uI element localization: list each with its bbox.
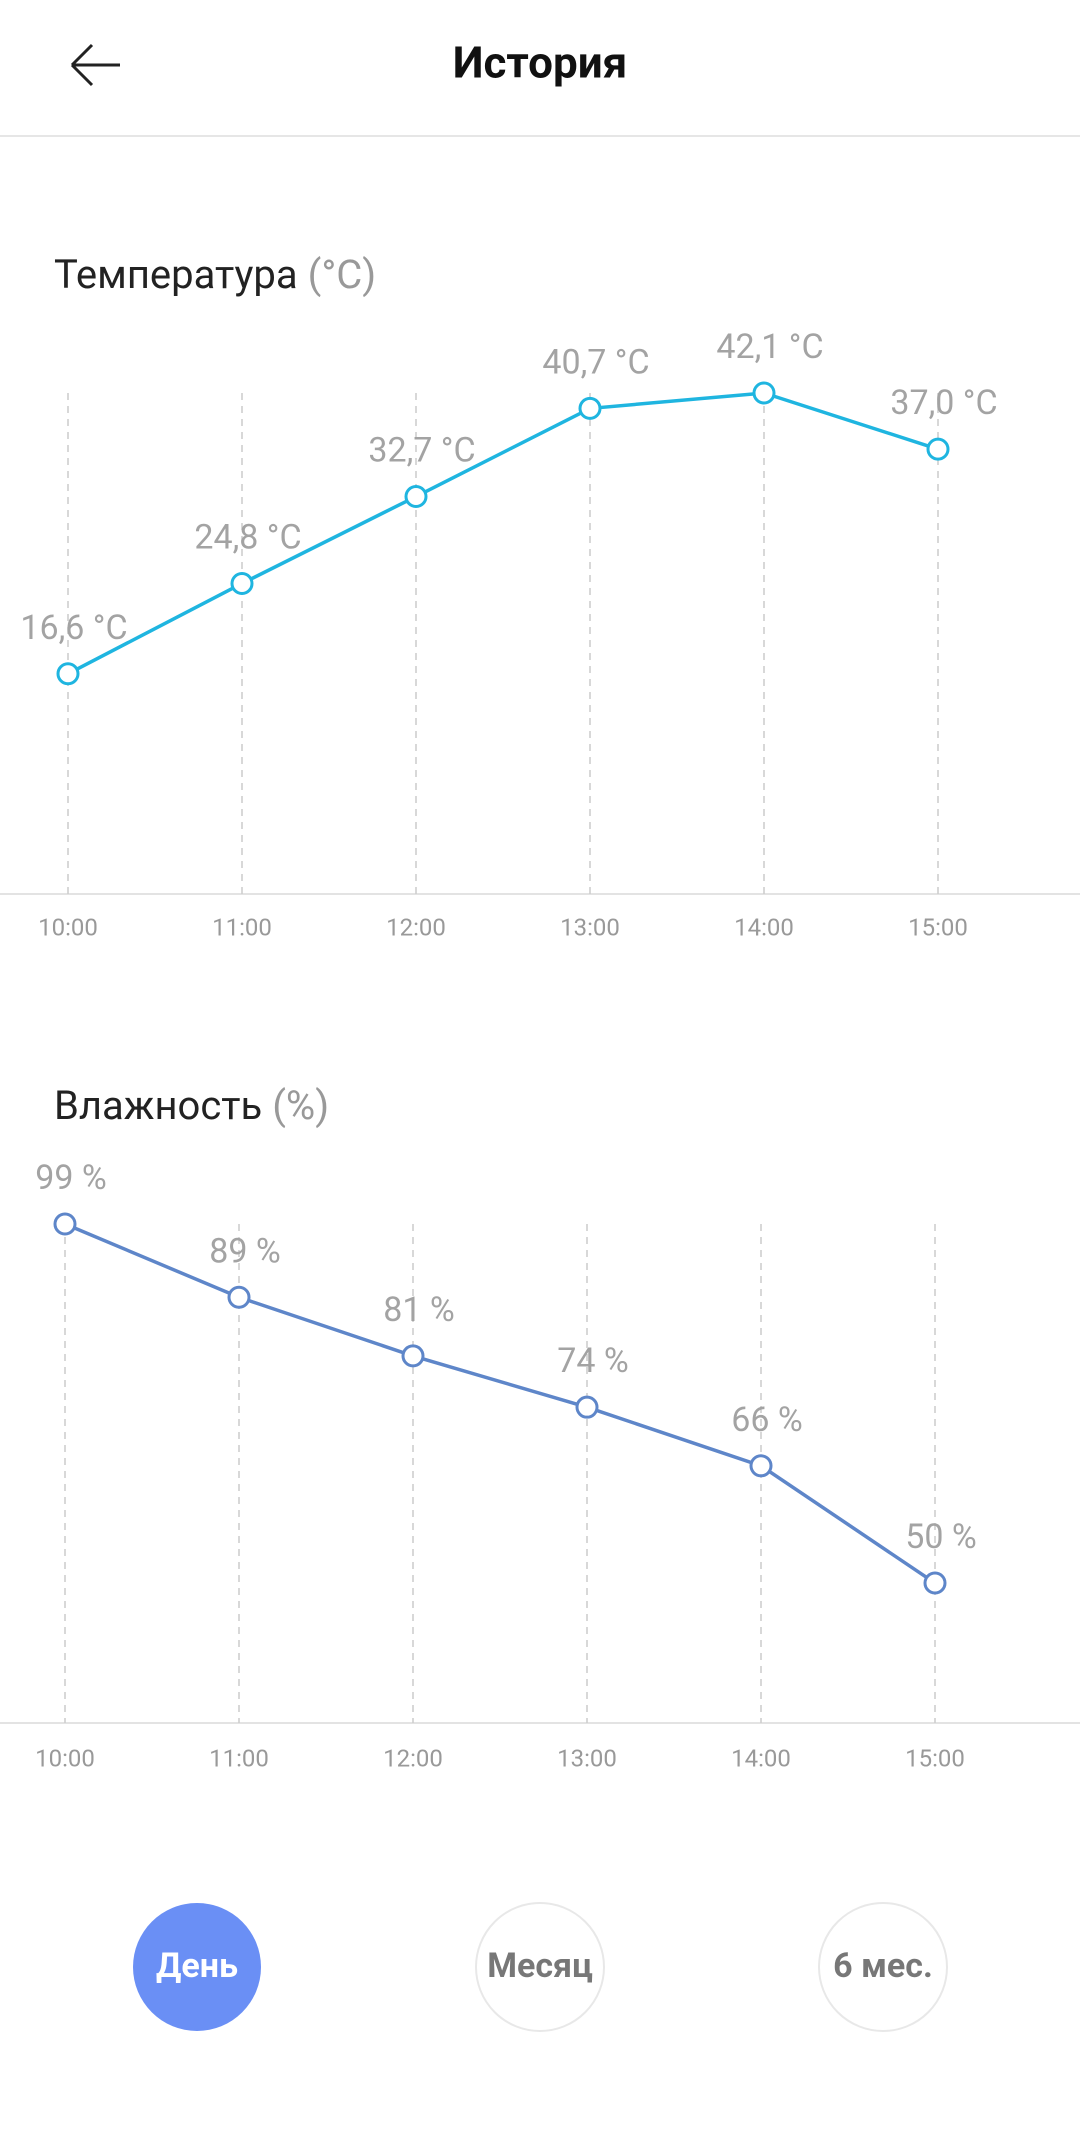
x-tick-label: 10:00	[35, 1744, 95, 1772]
data-point	[578, 396, 602, 420]
value-label: 24,8 °C	[194, 517, 301, 557]
value-label: 81 %	[383, 1290, 455, 1330]
period-button[interactable]: День	[133, 1903, 261, 2031]
period-button-bg[interactable]	[475, 1902, 605, 2032]
data-point	[56, 662, 80, 686]
x-tick-label: 12:00	[386, 913, 446, 941]
x-tick-label: 14:00	[731, 1744, 791, 1772]
back-button[interactable]	[70, 43, 120, 87]
period-button-label[interactable]: День	[156, 1946, 238, 1986]
data-point	[575, 1395, 599, 1419]
value-label: 50 %	[905, 1517, 977, 1557]
series-line	[67, 391, 939, 676]
data-point	[401, 1344, 425, 1368]
value-label: 99 %	[35, 1158, 107, 1198]
series-line	[64, 1222, 936, 1585]
page-title: История	[453, 37, 628, 89]
x-tick-label: 15:00	[905, 1744, 965, 1772]
period-button[interactable]: Месяц	[475, 1902, 605, 2032]
value-label: 89 %	[209, 1231, 281, 1271]
data-point	[230, 571, 254, 595]
data-point	[752, 381, 776, 405]
period-button[interactable]: 6 мес.	[818, 1902, 948, 2032]
period-button-bg[interactable]	[133, 1903, 261, 2031]
period-button-bg[interactable]	[818, 1902, 948, 2032]
x-tick-label: 11:00	[212, 913, 272, 941]
x-tick-label: 11:00	[209, 1744, 269, 1772]
value-label: 32,7 °C	[368, 430, 475, 470]
value-label: 74 %	[557, 1341, 629, 1381]
period-button-label[interactable]: Месяц	[487, 1946, 593, 1986]
value-label: 40,7 °C	[542, 342, 649, 382]
data-point	[749, 1454, 773, 1478]
chart-title-text: Влажность	[54, 1082, 262, 1129]
period-button-label[interactable]: 6 мес.	[833, 1946, 933, 1986]
data-point	[404, 485, 428, 509]
data-point	[53, 1212, 77, 1236]
x-tick-label: 13:00	[560, 913, 620, 941]
x-tick-label: 10:00	[38, 913, 98, 941]
x-tick-label: 13:00	[557, 1744, 617, 1772]
chart-title-text: Температура	[54, 251, 298, 298]
value-label: 66 %	[731, 1400, 803, 1440]
chart-title: Температура (°C)	[54, 251, 376, 298]
chart-unit: (%)	[272, 1082, 329, 1129]
x-tick-label: 14:00	[734, 913, 794, 941]
value-label: 42,1 °C	[716, 327, 823, 367]
x-tick-label: 12:00	[383, 1744, 443, 1772]
value-label: 37,0 °C	[890, 383, 997, 423]
back-arrow[interactable]	[70, 43, 120, 87]
data-point	[923, 1571, 947, 1595]
x-tick-label: 15:00	[908, 913, 968, 941]
chart-unit: (°C)	[308, 251, 377, 298]
chart-title: Влажность (%)	[54, 1082, 329, 1129]
data-point	[227, 1285, 251, 1309]
data-point	[926, 437, 950, 461]
value-label: 16,6 °C	[20, 608, 127, 648]
